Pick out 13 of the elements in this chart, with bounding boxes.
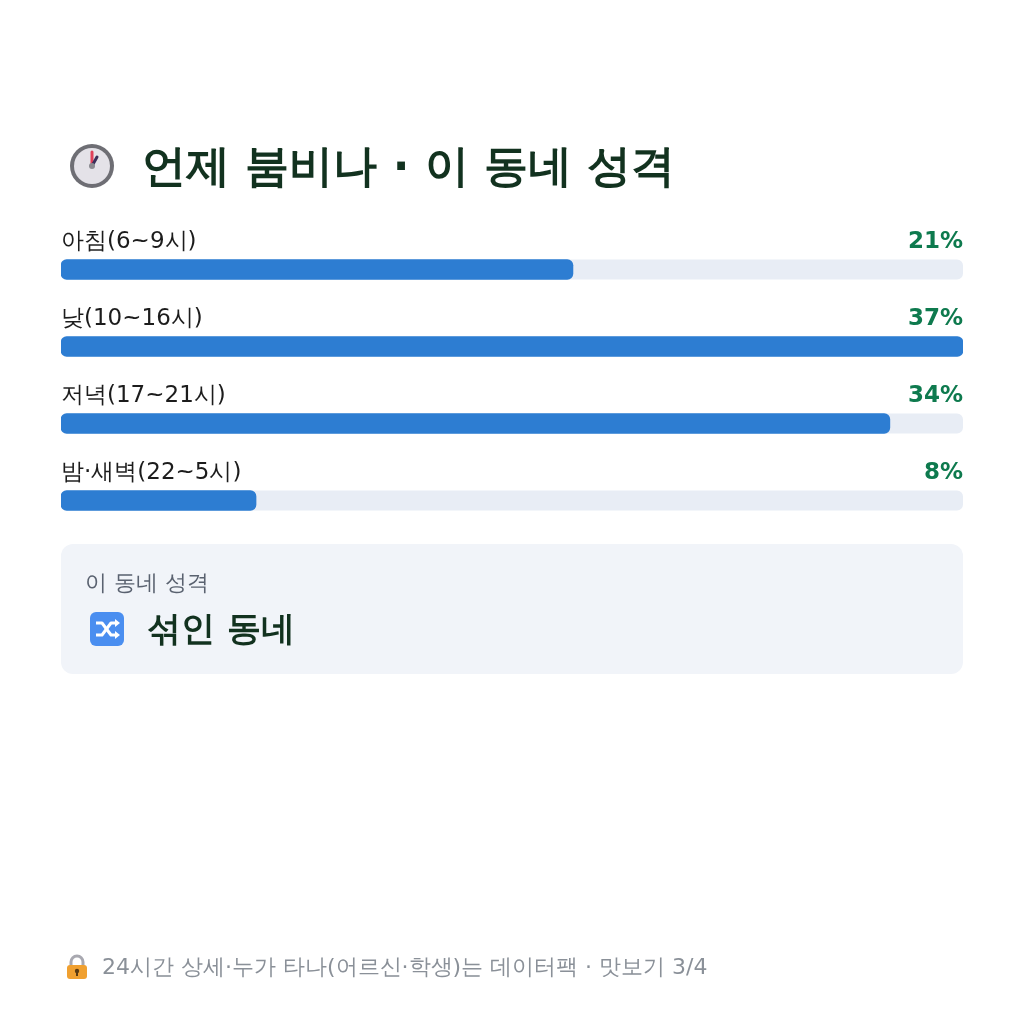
chart-title: 언제 붐비나 · 이 동네 성격 (142, 138, 676, 193)
text: 이 동네 성격 (85, 569, 209, 597)
y-tick-label: 아침(6~9시) (61, 226, 197, 253)
data-label: 34% (907, 380, 963, 407)
bar (61, 490, 257, 511)
y-tick-label: 밤·새벽(22~5시) (61, 457, 242, 484)
data-label: 21% (907, 226, 963, 253)
data-label: 8% (923, 457, 963, 484)
text: 섞인 동네 (147, 607, 295, 650)
y-tick-label: 저녁(17~21시) (61, 380, 226, 407)
data-label: 37% (907, 303, 963, 330)
text: 24시간 상세·누가 타나(어르신·학생)는 데이터팩 · 맛보기 3/4 (102, 953, 708, 981)
y-tick-label: 낮(10~16시) (61, 303, 203, 330)
